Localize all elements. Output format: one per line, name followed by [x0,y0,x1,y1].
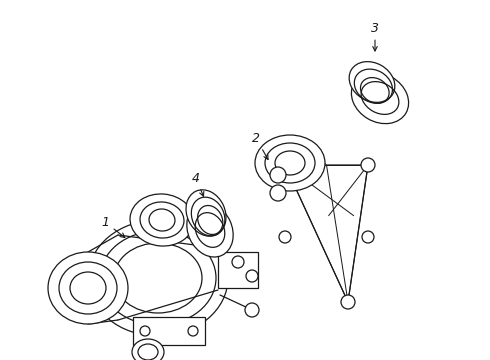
Circle shape [279,231,291,243]
Ellipse shape [187,203,233,257]
Text: 1: 1 [101,216,125,238]
Text: 2: 2 [252,131,268,159]
Ellipse shape [88,220,228,336]
Circle shape [140,326,150,336]
Polygon shape [133,317,205,345]
Circle shape [278,158,292,172]
Circle shape [246,270,258,282]
Polygon shape [285,165,368,302]
Ellipse shape [48,252,128,324]
Circle shape [188,326,198,336]
Ellipse shape [255,135,325,191]
Ellipse shape [349,62,395,102]
Circle shape [232,256,244,268]
Polygon shape [218,252,258,288]
Circle shape [362,231,374,243]
Text: 3: 3 [371,22,379,51]
Text: 4: 4 [192,171,204,196]
Ellipse shape [130,194,194,246]
Ellipse shape [351,72,409,123]
Circle shape [341,295,355,309]
Circle shape [270,167,286,183]
Ellipse shape [132,339,164,360]
Circle shape [270,185,286,201]
Circle shape [245,303,259,317]
Ellipse shape [186,190,226,236]
Circle shape [361,158,375,172]
